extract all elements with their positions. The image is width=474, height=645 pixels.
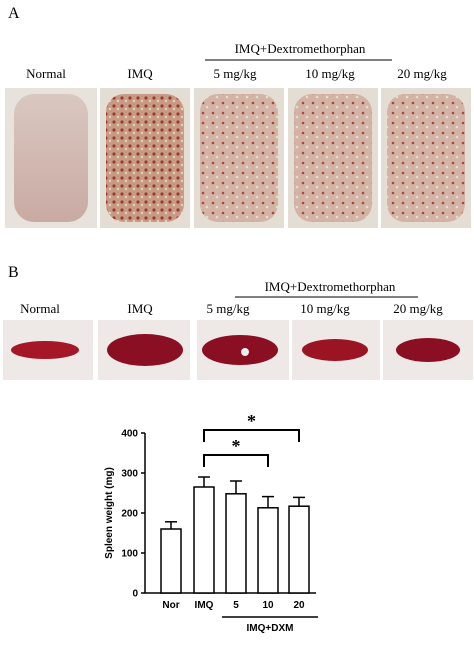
x-tick-label: 10 xyxy=(262,600,274,611)
y-tick-label: 300 xyxy=(121,469,138,480)
x-tick-label: 20 xyxy=(293,600,305,611)
bar xyxy=(193,486,215,594)
bar xyxy=(257,507,279,594)
photo-label: 10 mg/kg xyxy=(305,66,355,81)
photo-label: IMQ xyxy=(127,66,153,81)
photo-label: IMQ xyxy=(127,301,153,316)
x-tick-label: IMQ xyxy=(195,600,214,611)
bar xyxy=(288,505,310,594)
bar xyxy=(225,493,247,594)
significance-label: * xyxy=(247,411,256,431)
bar xyxy=(160,528,182,594)
photo-label: Normal xyxy=(26,66,66,81)
photo-label: 5 mg/kg xyxy=(214,66,257,81)
y-tick-label: 400 xyxy=(121,429,138,440)
group-label: IMQ+Dextromethorphan xyxy=(235,41,366,56)
photos-b xyxy=(3,320,473,380)
photo-label: Normal xyxy=(20,301,60,316)
group-label: IMQ+Dextromethorphan xyxy=(265,279,396,294)
x-tick-label: Nor xyxy=(162,600,179,611)
y-axis-label: Spleen weight (mg) xyxy=(104,467,115,559)
significance-bracket xyxy=(203,429,300,442)
significance-bracket xyxy=(203,454,269,467)
photo-label: 10 mg/kg xyxy=(300,301,350,316)
y-tick-label: 100 xyxy=(121,549,138,560)
photo-label: 5 mg/kg xyxy=(207,301,250,316)
panel-label: B xyxy=(8,264,19,281)
panel-label: A xyxy=(8,5,20,22)
photo-label: 20 mg/kg xyxy=(397,66,447,81)
photo-label: 20 mg/kg xyxy=(393,301,443,316)
photos-a xyxy=(5,88,471,228)
group-label: IMQ+DXM xyxy=(247,623,294,634)
x-tick-label: 5 xyxy=(233,600,239,611)
significance-label: * xyxy=(232,436,241,456)
y-tick-label: 0 xyxy=(132,589,138,600)
y-tick-label: 200 xyxy=(121,509,138,520)
